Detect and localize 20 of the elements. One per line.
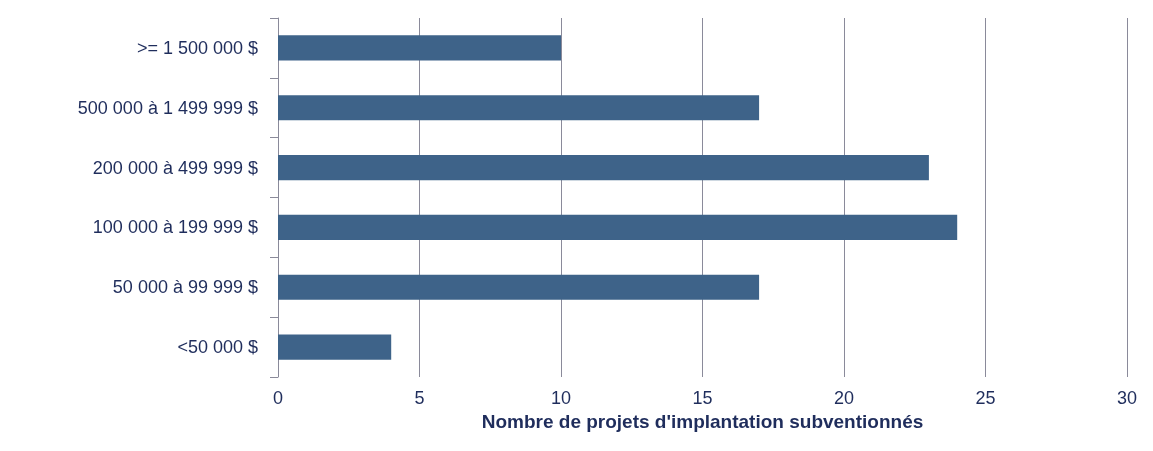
y-tick-label: 100 000 à 199 999 $ xyxy=(92,217,258,238)
bar xyxy=(278,214,958,240)
x-tick-label: 20 xyxy=(833,388,855,408)
x-tick-label: 10 xyxy=(550,388,572,408)
x-tick-label: 30 xyxy=(1116,388,1138,408)
bar xyxy=(278,274,760,300)
x-tick-label: 15 xyxy=(692,388,713,408)
x-axis-title: Nombre de projets d'implantation subventionnés xyxy=(481,410,924,432)
y-tick-label: >= 1 500 000 $ xyxy=(136,37,258,58)
bar xyxy=(278,155,929,181)
y-tick-label: 200 000 à 499 999 $ xyxy=(92,157,258,178)
y-tick-label: 500 000 à 1 499 999 $ xyxy=(77,97,258,118)
x-tick-label: 0 xyxy=(272,388,284,408)
y-tick-label: 50 000 à 99 999 $ xyxy=(112,277,258,298)
x-tick-label: 5 xyxy=(414,388,425,408)
bar xyxy=(278,35,561,61)
bar xyxy=(278,334,392,360)
bar xyxy=(278,95,760,121)
y-tick-label: <50 000 $ xyxy=(177,337,258,358)
x-tick-label: 25 xyxy=(975,388,996,408)
